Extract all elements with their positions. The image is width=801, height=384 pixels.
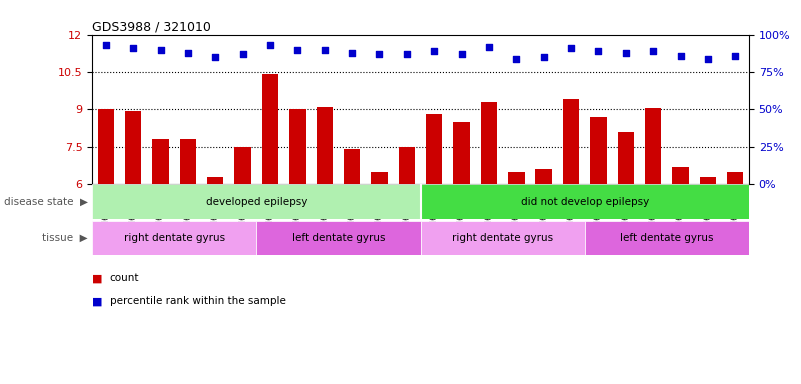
Text: did not develop epilepsy: did not develop epilepsy <box>521 197 649 207</box>
Bar <box>563 99 579 184</box>
Text: right dentate gyrus: right dentate gyrus <box>452 233 553 243</box>
Point <box>236 51 249 57</box>
Point <box>291 46 304 53</box>
Point <box>646 48 659 54</box>
Point <box>674 53 687 59</box>
Text: tissue  ▶: tissue ▶ <box>42 233 88 243</box>
Point <box>428 48 441 54</box>
Text: left dentate gyrus: left dentate gyrus <box>292 233 385 243</box>
Bar <box>179 139 196 184</box>
Bar <box>585 221 749 255</box>
Bar <box>235 147 251 184</box>
Point <box>346 50 359 56</box>
Bar <box>399 147 415 184</box>
Bar <box>152 139 169 184</box>
Point <box>455 51 468 57</box>
Point <box>127 45 139 51</box>
Bar <box>535 169 552 184</box>
Bar <box>508 172 525 184</box>
Bar <box>289 109 306 184</box>
Point <box>400 51 413 57</box>
Bar <box>98 109 114 184</box>
Bar <box>92 184 421 219</box>
Point <box>702 55 714 61</box>
Bar <box>426 114 442 184</box>
Point <box>154 46 167 53</box>
Point <box>482 43 495 50</box>
Bar <box>92 221 256 255</box>
Text: GDS3988 / 321010: GDS3988 / 321010 <box>92 20 211 33</box>
Text: ■: ■ <box>92 273 103 283</box>
Point <box>318 46 331 53</box>
Text: count: count <box>110 273 139 283</box>
Bar <box>262 74 278 184</box>
Bar <box>372 172 388 184</box>
Text: ■: ■ <box>92 296 103 306</box>
Text: percentile rank within the sample: percentile rank within the sample <box>110 296 286 306</box>
Point <box>729 53 742 59</box>
Text: right dentate gyrus: right dentate gyrus <box>123 233 225 243</box>
Point <box>99 42 112 48</box>
Text: disease state  ▶: disease state ▶ <box>4 197 88 207</box>
Bar <box>618 132 634 184</box>
Bar <box>207 177 223 184</box>
Point <box>537 54 550 60</box>
Point <box>373 51 386 57</box>
Point <box>264 42 276 48</box>
Point <box>510 55 523 61</box>
Bar <box>125 111 142 184</box>
Point <box>565 45 578 51</box>
Point <box>592 48 605 54</box>
Bar <box>344 149 360 184</box>
Bar <box>256 221 421 255</box>
Bar <box>481 102 497 184</box>
Text: left dentate gyrus: left dentate gyrus <box>620 233 714 243</box>
Bar <box>453 122 469 184</box>
Bar <box>590 117 606 184</box>
Bar <box>421 221 585 255</box>
Bar <box>700 177 716 184</box>
Text: developed epilepsy: developed epilepsy <box>206 197 307 207</box>
Point <box>619 50 632 56</box>
Point <box>209 54 222 60</box>
Bar <box>316 107 333 184</box>
Bar <box>645 108 662 184</box>
Point <box>182 50 195 56</box>
Bar <box>421 184 749 219</box>
Bar <box>727 172 743 184</box>
Bar <box>672 167 689 184</box>
